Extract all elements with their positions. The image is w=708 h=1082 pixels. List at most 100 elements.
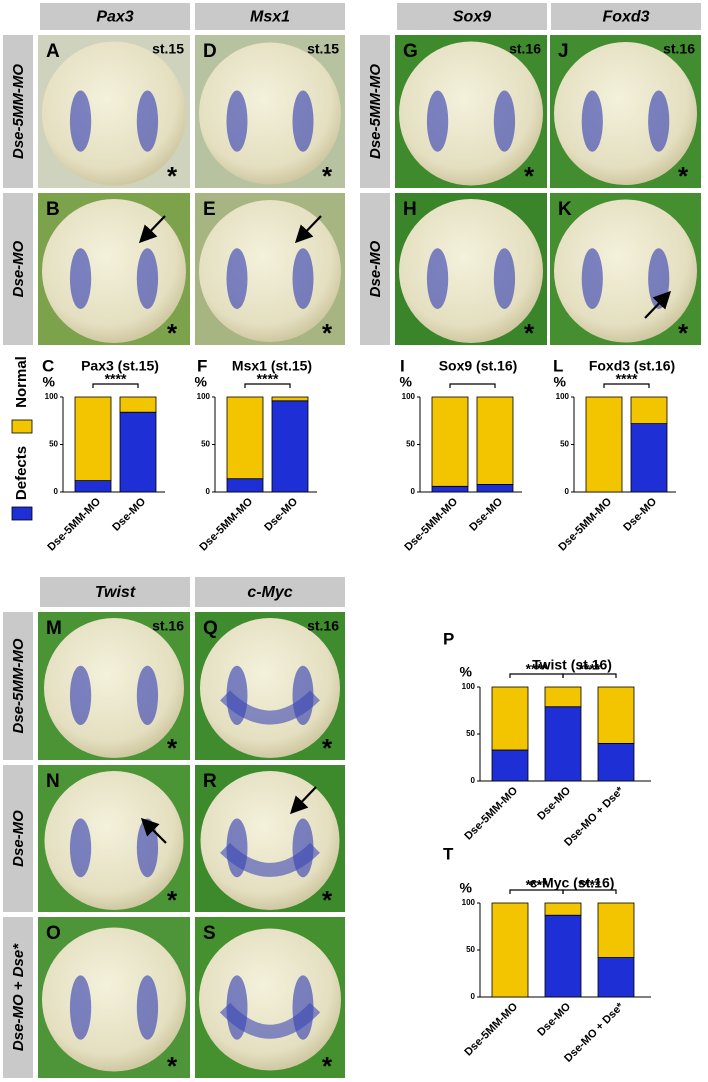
y-tick-label: 0 bbox=[565, 487, 570, 496]
y-tick-label: 50 bbox=[406, 440, 415, 449]
column-header-box bbox=[195, 577, 345, 607]
y-tick-label: 0 bbox=[411, 487, 416, 496]
panel-letter: B bbox=[46, 199, 60, 220]
y-axis-label: % bbox=[554, 374, 567, 390]
stain bbox=[493, 248, 516, 309]
chart-letter: F bbox=[197, 356, 207, 375]
y-axis-label: % bbox=[460, 880, 473, 896]
chart-letter: T bbox=[443, 844, 454, 863]
bar-segment bbox=[597, 957, 635, 998]
bar-segment bbox=[630, 423, 668, 493]
column-header: Msx1 bbox=[250, 9, 290, 26]
asterisk: * bbox=[167, 161, 178, 191]
chart-letter: L bbox=[553, 356, 563, 375]
significance-bracket bbox=[562, 673, 617, 678]
row-label-box bbox=[3, 765, 33, 912]
embryo bbox=[44, 618, 184, 758]
asterisk: * bbox=[678, 161, 689, 191]
x-tick-label: Dse-MO bbox=[535, 784, 573, 822]
panel-letter: O bbox=[46, 923, 61, 944]
stain bbox=[136, 248, 159, 309]
bar-segment bbox=[119, 396, 157, 413]
bar-segment bbox=[544, 902, 582, 916]
bar-segment bbox=[271, 400, 309, 493]
embryo bbox=[199, 928, 341, 1071]
y-tick-label: 50 bbox=[49, 440, 58, 449]
embryo bbox=[554, 199, 697, 343]
significance-label: **** bbox=[579, 661, 601, 677]
y-axis-label: % bbox=[195, 374, 208, 390]
column-header-box bbox=[195, 3, 345, 30]
bar-segment bbox=[544, 914, 582, 998]
y-tick-label: 100 bbox=[462, 898, 476, 907]
stain bbox=[136, 665, 159, 726]
stage-label: st.16 bbox=[307, 618, 339, 634]
embryo bbox=[42, 199, 186, 343]
arrow bbox=[644, 290, 672, 319]
stain bbox=[426, 90, 449, 152]
bar-segment bbox=[585, 396, 623, 493]
chart-letter: P bbox=[443, 629, 454, 648]
bar-segment bbox=[226, 478, 264, 493]
stain bbox=[69, 248, 92, 309]
chart-title: c-Myc (st.16) bbox=[530, 875, 615, 891]
bar-segment bbox=[544, 706, 582, 782]
x-tick-label: Dse-5MM-MO bbox=[462, 784, 520, 842]
y-tick-label: 50 bbox=[466, 945, 475, 954]
arrow bbox=[289, 786, 317, 815]
significance-label: **** bbox=[579, 877, 601, 893]
stain bbox=[69, 818, 92, 878]
arrow bbox=[138, 215, 166, 244]
bar-segment bbox=[476, 396, 514, 485]
y-tick-label: 0 bbox=[471, 992, 476, 1001]
stain bbox=[292, 248, 314, 309]
asterisk: * bbox=[167, 885, 178, 915]
row-label-box bbox=[360, 35, 390, 188]
x-tick-label: Dse-MO bbox=[535, 1000, 573, 1038]
row-label: Dse-MO + Dse* bbox=[10, 943, 27, 1051]
embryo bbox=[554, 42, 697, 185]
bar-segment bbox=[544, 686, 582, 708]
x-tick-label: Dse-MO bbox=[262, 495, 300, 533]
embryo bbox=[399, 41, 543, 186]
significance-bracket bbox=[562, 889, 617, 894]
bar-segment bbox=[597, 686, 635, 744]
embryo bbox=[199, 200, 341, 342]
chart-letter: I bbox=[400, 356, 405, 375]
y-tick-label: 50 bbox=[560, 440, 569, 449]
panel-letter: G bbox=[403, 41, 418, 62]
asterisk: * bbox=[167, 733, 178, 763]
row-label: Dse-5MM-MO bbox=[10, 64, 27, 159]
significance-bracket bbox=[244, 383, 291, 388]
embryo bbox=[200, 618, 340, 758]
embryo bbox=[399, 199, 543, 343]
legend-label: Normal bbox=[13, 356, 30, 408]
asterisk: * bbox=[678, 318, 689, 348]
significance-label: **** bbox=[526, 877, 548, 893]
stain bbox=[69, 975, 92, 1040]
asterisk: * bbox=[167, 1051, 178, 1081]
stain bbox=[648, 248, 670, 309]
y-axis-label: % bbox=[43, 374, 56, 390]
significance-bracket bbox=[92, 383, 139, 388]
panel-letter: E bbox=[203, 199, 216, 220]
chart-title: Twist (st.16) bbox=[532, 657, 612, 673]
legend-swatch bbox=[11, 419, 33, 434]
significance-bracket bbox=[449, 383, 496, 388]
row-label: Dse-5MM-MO bbox=[10, 638, 27, 733]
stain bbox=[69, 665, 92, 726]
asterisk: * bbox=[524, 318, 535, 348]
stain bbox=[581, 90, 603, 152]
x-tick-label: Dse-MO bbox=[467, 495, 505, 533]
stain bbox=[220, 842, 320, 877]
bar-segment bbox=[597, 743, 635, 782]
stage-label: st.16 bbox=[152, 618, 184, 634]
y-tick-label: 0 bbox=[471, 776, 476, 785]
bar-segment bbox=[74, 396, 112, 481]
x-tick-label: Dse-5MM-MO bbox=[197, 495, 255, 553]
bar-segment bbox=[271, 396, 309, 402]
significance-label: **** bbox=[526, 661, 548, 677]
embryo bbox=[42, 927, 186, 1072]
row-label: Dse-MO bbox=[10, 240, 27, 297]
